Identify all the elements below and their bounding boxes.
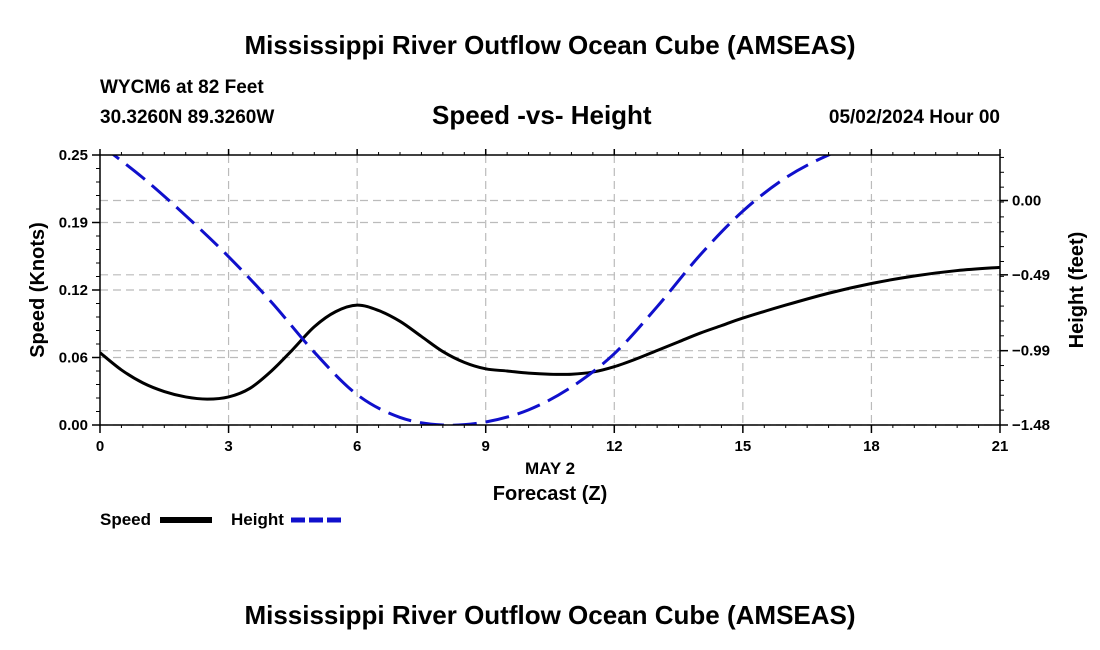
y-right-tick-label: −1.48 [1012, 417, 1050, 434]
x-tick-label: 6 [353, 438, 361, 455]
y-right-axis-title: Height (feet) [1066, 232, 1088, 349]
x-tick-label: 12 [606, 438, 623, 455]
chart-title: Mississippi River Outflow Ocean Cube (AM… [244, 30, 856, 60]
x-tick-label: 18 [863, 438, 880, 455]
coordinates-label: 30.3260N 89.3260W [100, 107, 275, 128]
y-tick-label: 0.00 [59, 417, 88, 434]
x-tick-label: 0 [96, 438, 104, 455]
y-tick-label: 0.25 [59, 147, 88, 164]
chart-subtitle: Speed -vs- Height [432, 100, 652, 130]
y-tick-label: 0.12 [59, 282, 88, 299]
y-right-tick-label: −0.49 [1012, 267, 1050, 284]
forecast-date-label: 05/02/2024 Hour 00 [828, 107, 1000, 128]
x-tick-label: 9 [482, 438, 490, 455]
speed-height-chart: 0 3 6 9 12 15 18 21 0.00 0.06 0.12 0.19 0.25 −1.48 −0.… [27, 147, 1088, 505]
legend-speed-label: Speed [100, 510, 152, 529]
legend-height-swatch [291, 517, 343, 523]
legend-speed-swatch [160, 517, 212, 523]
x-axis-date-label: MAY 2 [525, 459, 575, 478]
legend-height-label: Height [231, 510, 284, 529]
station-label: WYCM6 at 82 Feet [100, 77, 264, 98]
x-tick-label: 15 [735, 438, 752, 455]
y-axis-title: Speed (Knots) [27, 222, 49, 358]
x-tick-label: 3 [224, 438, 232, 455]
y-tick-label: 0.06 [59, 350, 88, 367]
x-axis-title: Forecast (Z) [493, 483, 607, 505]
y-right-tick-label: 0.00 [1012, 193, 1041, 210]
x-tick-label: 21 [992, 438, 1009, 455]
y-right-tick-label: −0.99 [1012, 343, 1050, 360]
series-line-speed [100, 265, 1000, 401]
footer-title: Mississippi River Outflow Ocean Cube (AM… [244, 600, 856, 630]
y-tick-label: 0.19 [59, 215, 88, 232]
series-line-height [111, 155, 833, 425]
